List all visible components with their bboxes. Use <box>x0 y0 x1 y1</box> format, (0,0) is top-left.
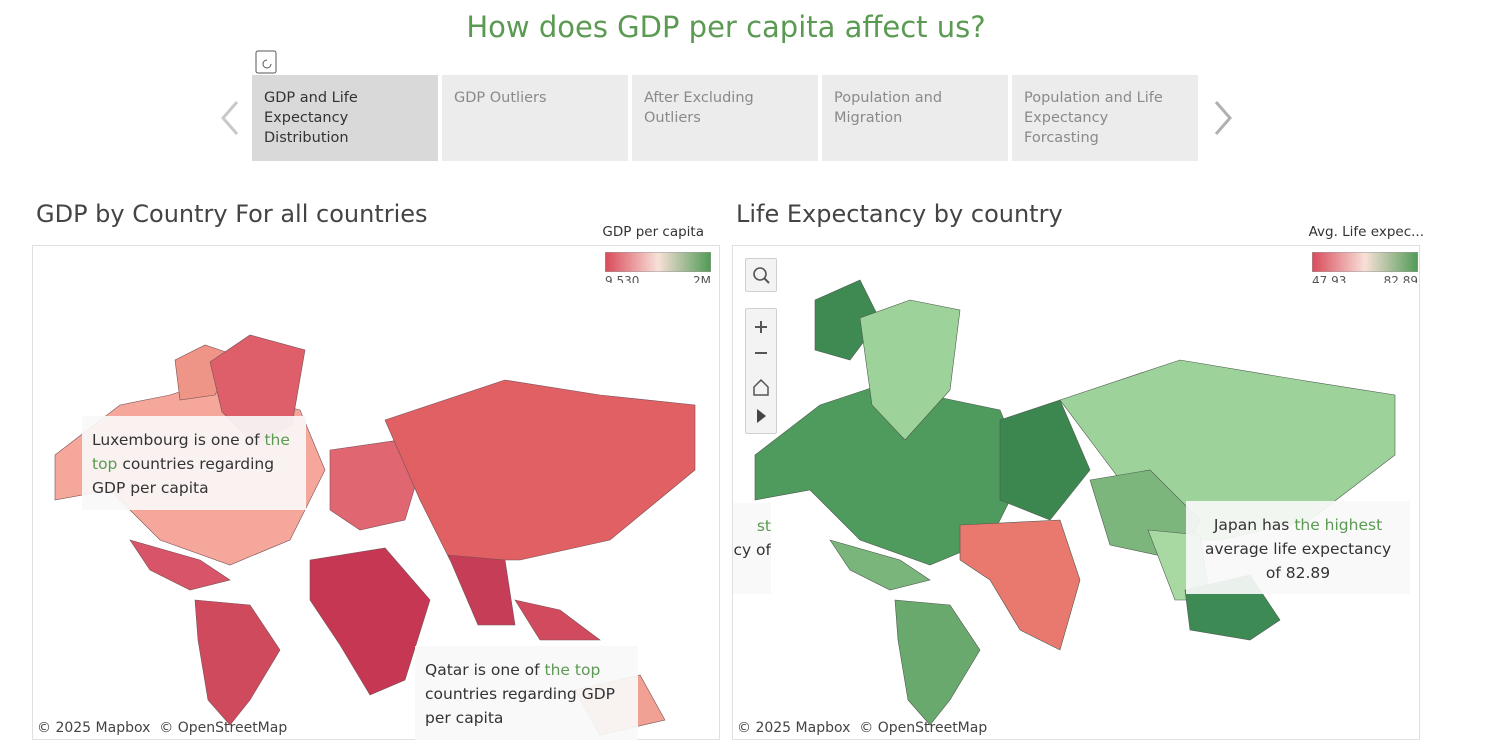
text: © OpenStreetMap <box>159 720 288 736</box>
text: © OpenStreetMap <box>859 720 988 736</box>
text: countries regarding GDP per capita <box>92 455 275 497</box>
text: cy of <box>733 541 771 559</box>
legend-gradient <box>605 252 711 272</box>
annotation: Japan has the highest average life expec… <box>1186 501 1410 594</box>
legend-title: Avg. Life expec... <box>1308 224 1424 240</box>
legend-labels: 47.93 82.89 <box>1312 273 1418 283</box>
text: Japan has <box>1213 516 1295 534</box>
text: the top <box>544 661 601 679</box>
legend-max: 2M <box>693 274 711 283</box>
text: st <box>756 517 771 535</box>
text: Qatar is one of <box>425 661 545 679</box>
map-toolbar[interactable] <box>745 308 777 434</box>
search-button[interactable] <box>745 258 777 292</box>
revert-icon[interactable] <box>255 50 281 76</box>
story-point[interactable]: Population and Life Expectancy Forcastin… <box>1012 75 1198 161</box>
story-title: How does GDP per capita affect us? <box>466 10 986 44</box>
annotation: st cy of <box>733 503 771 594</box>
text: countries regarding GDP per capita <box>425 685 615 727</box>
text: © 2025 Mapbox <box>37 720 151 736</box>
text: © 2025 Mapbox <box>737 720 851 736</box>
legend-gradient <box>1312 252 1418 272</box>
legend-labels: 9,530 2M <box>605 273 711 283</box>
legend-title: GDP per capita <box>602 224 704 240</box>
text: the top <box>92 431 290 473</box>
legend-min: 47.93 <box>1312 274 1347 283</box>
legend-min: 9,530 <box>605 274 640 283</box>
panel-title: GDP by Country For all countries <box>36 200 428 228</box>
text: the highest <box>1294 516 1383 534</box>
story-point[interactable]: Population and Migration <box>822 75 1008 161</box>
prev-arrow[interactable] <box>215 98 245 138</box>
story-point[interactable]: GDP and Life Expectancy Distribution <box>252 75 438 161</box>
map-panel <box>732 245 1420 740</box>
story-point[interactable]: GDP Outliers <box>442 75 628 161</box>
panel-title: Life Expectancy by country <box>736 200 1063 228</box>
story-point[interactable]: After Excluding Outliers <box>632 75 818 161</box>
text: Luxembourg is one of <box>92 431 265 449</box>
map-panel <box>32 245 720 740</box>
life-map <box>754 279 1396 726</box>
annotation: Luxembourg is one of the top countries r… <box>82 416 306 510</box>
annotation: Qatar is one of the top countries regard… <box>415 646 638 740</box>
text: average life expectancy of 82.89 <box>1204 540 1392 582</box>
attribution: © 2025 Mapbox © OpenStreetMap <box>37 720 287 736</box>
attribution: © 2025 Mapbox © OpenStreetMap <box>737 720 987 736</box>
next-arrow[interactable] <box>1208 98 1238 138</box>
legend-max: 82.89 <box>1383 274 1418 283</box>
